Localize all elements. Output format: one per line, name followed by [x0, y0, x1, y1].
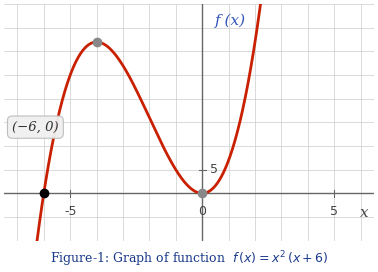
- Text: 0: 0: [198, 205, 206, 218]
- Text: Figure-1: Graph of function  $f\,(x)=x^2\,(x+6)$: Figure-1: Graph of function $f\,(x)=x^2\…: [50, 250, 328, 269]
- Text: 5: 5: [209, 163, 218, 176]
- Text: -5: -5: [64, 205, 76, 218]
- Text: x: x: [360, 206, 369, 220]
- Text: 5: 5: [330, 205, 338, 218]
- Text: (−6, 0): (−6, 0): [12, 120, 59, 134]
- Text: f (x): f (x): [215, 14, 246, 28]
